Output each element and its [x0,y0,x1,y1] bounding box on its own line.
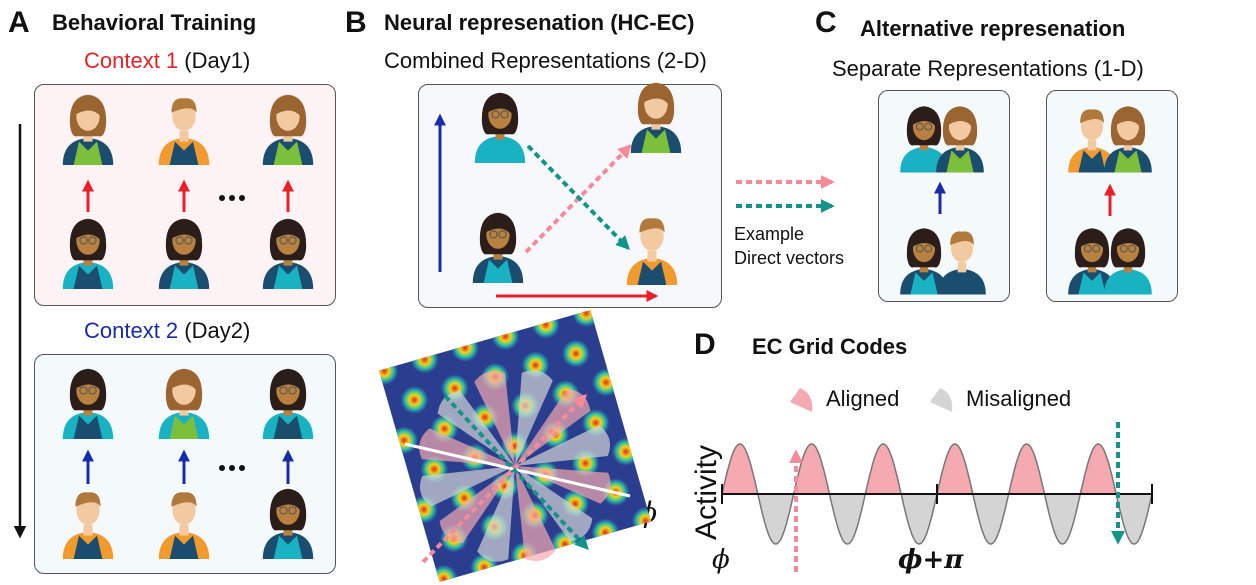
context1-heading: Context 1 (Day1) [84,48,250,74]
misaligned-sector [420,466,515,507]
context1-label: Context 1 [84,48,179,73]
context2-heading: Context 2 (Day2) [84,318,250,344]
panel-c-letter: C [815,6,837,39]
context2-bottom-person [262,488,314,559]
context1-bottom-person [62,218,114,289]
panel-b-subtitle: Combined Representations (2-D) [384,48,707,73]
legend-aligned-label: Aligned [826,386,900,411]
panel-c-subtitle: Separate Representations (1-D) [832,56,1144,81]
grid-field [399,535,428,564]
context2-people [62,368,314,559]
grid-field [378,397,389,426]
context2-top-person [62,368,114,439]
panel-c-box1-top-b [936,106,984,173]
panel-b-letter: B [345,6,367,39]
grid-field [641,466,652,495]
aligned-region [722,444,1152,494]
panel-a-title: Behavioral Training [52,10,257,35]
example-line-2: Direct vectors [734,248,845,268]
grid-field [429,564,458,583]
context2-day: (Day2) [184,318,251,343]
grid-sector-overlay [404,370,631,564]
grid-code-map [378,309,652,583]
panel-c-people [900,106,1152,295]
panel-c-box1-bottom-b [938,231,986,295]
grid-field [622,397,651,426]
context1-bottom-person [158,218,210,289]
x-label-phi: ϕ [712,545,730,575]
panel-b-people [472,82,682,285]
panel-b-title: Neural represenation (HC-EC) [384,10,695,35]
grid-field [602,328,631,357]
panel-c-box2-bottom-b [1104,228,1152,295]
panel-c-box2-top-b [1104,106,1152,173]
context2-bottom-person [158,492,210,559]
context1-top-person [62,94,114,165]
misaligned-legend-icon [930,388,953,412]
panel-c-box2-bottom-a [1068,228,1116,295]
panel-b-person-bottom-left [472,212,524,283]
context2-label: Context 2 [84,318,179,343]
aligned-legend-icon [790,388,813,412]
example-line-1: Example [734,224,805,244]
aligned-sector [474,371,515,466]
aligned-sector [419,428,515,466]
panel-b-person-top-right [630,82,682,153]
panel-b-person-top-left [474,92,526,163]
context1-top-person [262,94,314,165]
context2-top-person [262,368,314,439]
grid-axis-line [404,442,631,498]
context1-day: (Day1) [184,48,251,73]
grid-field [400,385,429,414]
misaligned-sector [515,425,610,466]
legend-misaligned-label: Misaligned [966,386,1072,411]
aligned-sector [515,466,556,561]
context2-bottom-person [62,492,114,559]
teal-direct-vector [526,144,630,250]
wave-y-label: Activity [690,445,723,540]
panel-d-letter: D [694,328,716,361]
panel-c-title: Alternative represenation [860,16,1126,41]
context2-ellipsis [219,465,245,471]
context1-bottom-person [262,218,314,289]
panel-c-box2-top-a [1068,109,1116,173]
misaligned-sector [477,466,515,562]
grid-pink-vector [421,393,587,564]
example-vectors-caption: Example Direct vectors [734,222,844,270]
misaligned-sector [515,466,593,542]
grid-field [379,466,408,495]
panel-d-title: EC Grid Codes [752,334,908,359]
grid-teal-vector [443,394,589,551]
x-label-phi-plus-pi: ϕ+π [898,545,964,575]
panel-b-person-bottom-right [626,218,678,285]
panel-c-box1-top-a [900,106,948,173]
panel-c-box1-bottom-a [900,228,948,295]
context2-top-person [158,368,210,439]
panel-a-letter: A [8,6,30,39]
misaligned-sector [515,370,553,466]
context1-ellipsis [219,195,245,201]
misaligned-region [722,494,1152,544]
context1-top-person [158,98,210,165]
grid-field [572,309,601,328]
grid-field [561,339,590,368]
context1-people [62,94,314,289]
